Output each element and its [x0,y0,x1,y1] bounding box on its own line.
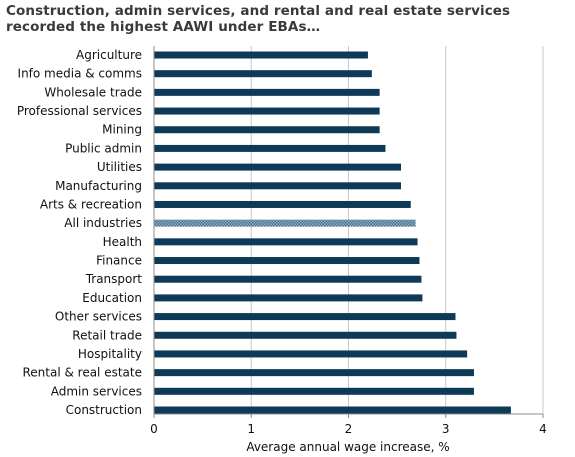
category-label: Professional services [17,104,142,118]
bar [154,200,411,208]
bar [154,51,368,59]
bar [154,387,474,395]
category-label: Retail trade [72,328,142,342]
chart-title: Construction, admin services, and rental… [6,3,511,35]
bar [154,331,457,339]
x-tick-label: 4 [539,422,547,436]
category-label: Info media & comms [18,67,142,81]
bar-all-industries [154,219,416,227]
x-axis-title: Average annual wage increase, % [246,440,449,454]
bar [154,88,380,96]
bar [154,350,468,358]
category-label: Finance [96,254,142,268]
category-label: Mining [102,123,142,137]
category-label: Admin services [51,384,142,398]
bar [154,294,423,302]
bar [154,70,372,78]
bar [154,406,511,414]
bar [154,107,380,115]
category-label: Health [103,235,142,249]
x-tick-label: 3 [442,422,450,436]
category-label: Agriculture [76,48,142,62]
gridlines [250,46,544,414]
category-label: Transport [85,272,143,286]
category-label: All industries [64,216,142,230]
bar [154,126,380,134]
bar [154,163,402,171]
category-label: Construction [66,403,142,417]
category-label: Wholesale trade [44,85,142,99]
x-tick-label: 2 [345,422,353,436]
category-label: Education [82,291,142,305]
x-axis: 0 1 2 3 4 [150,46,547,436]
category-label: Arts & recreation [40,197,142,211]
bar [154,275,422,283]
bar [154,313,456,321]
category-label: Rental & real estate [22,366,142,380]
category-label: Utilities [97,160,142,174]
bar [154,144,386,152]
category-label: Public admin [65,141,142,155]
category-label: Hospitality [78,347,142,361]
category-label: Manufacturing [55,179,142,193]
category-labels: Agriculture Info media & comms Wholesale t… [17,48,142,417]
bars [154,51,511,414]
category-label: Other services [55,310,142,324]
x-tick-label: 1 [247,422,255,436]
bar [154,257,420,265]
bar [154,369,474,377]
bar [154,238,418,246]
bar [154,182,402,190]
x-tick-label: 0 [150,422,158,436]
